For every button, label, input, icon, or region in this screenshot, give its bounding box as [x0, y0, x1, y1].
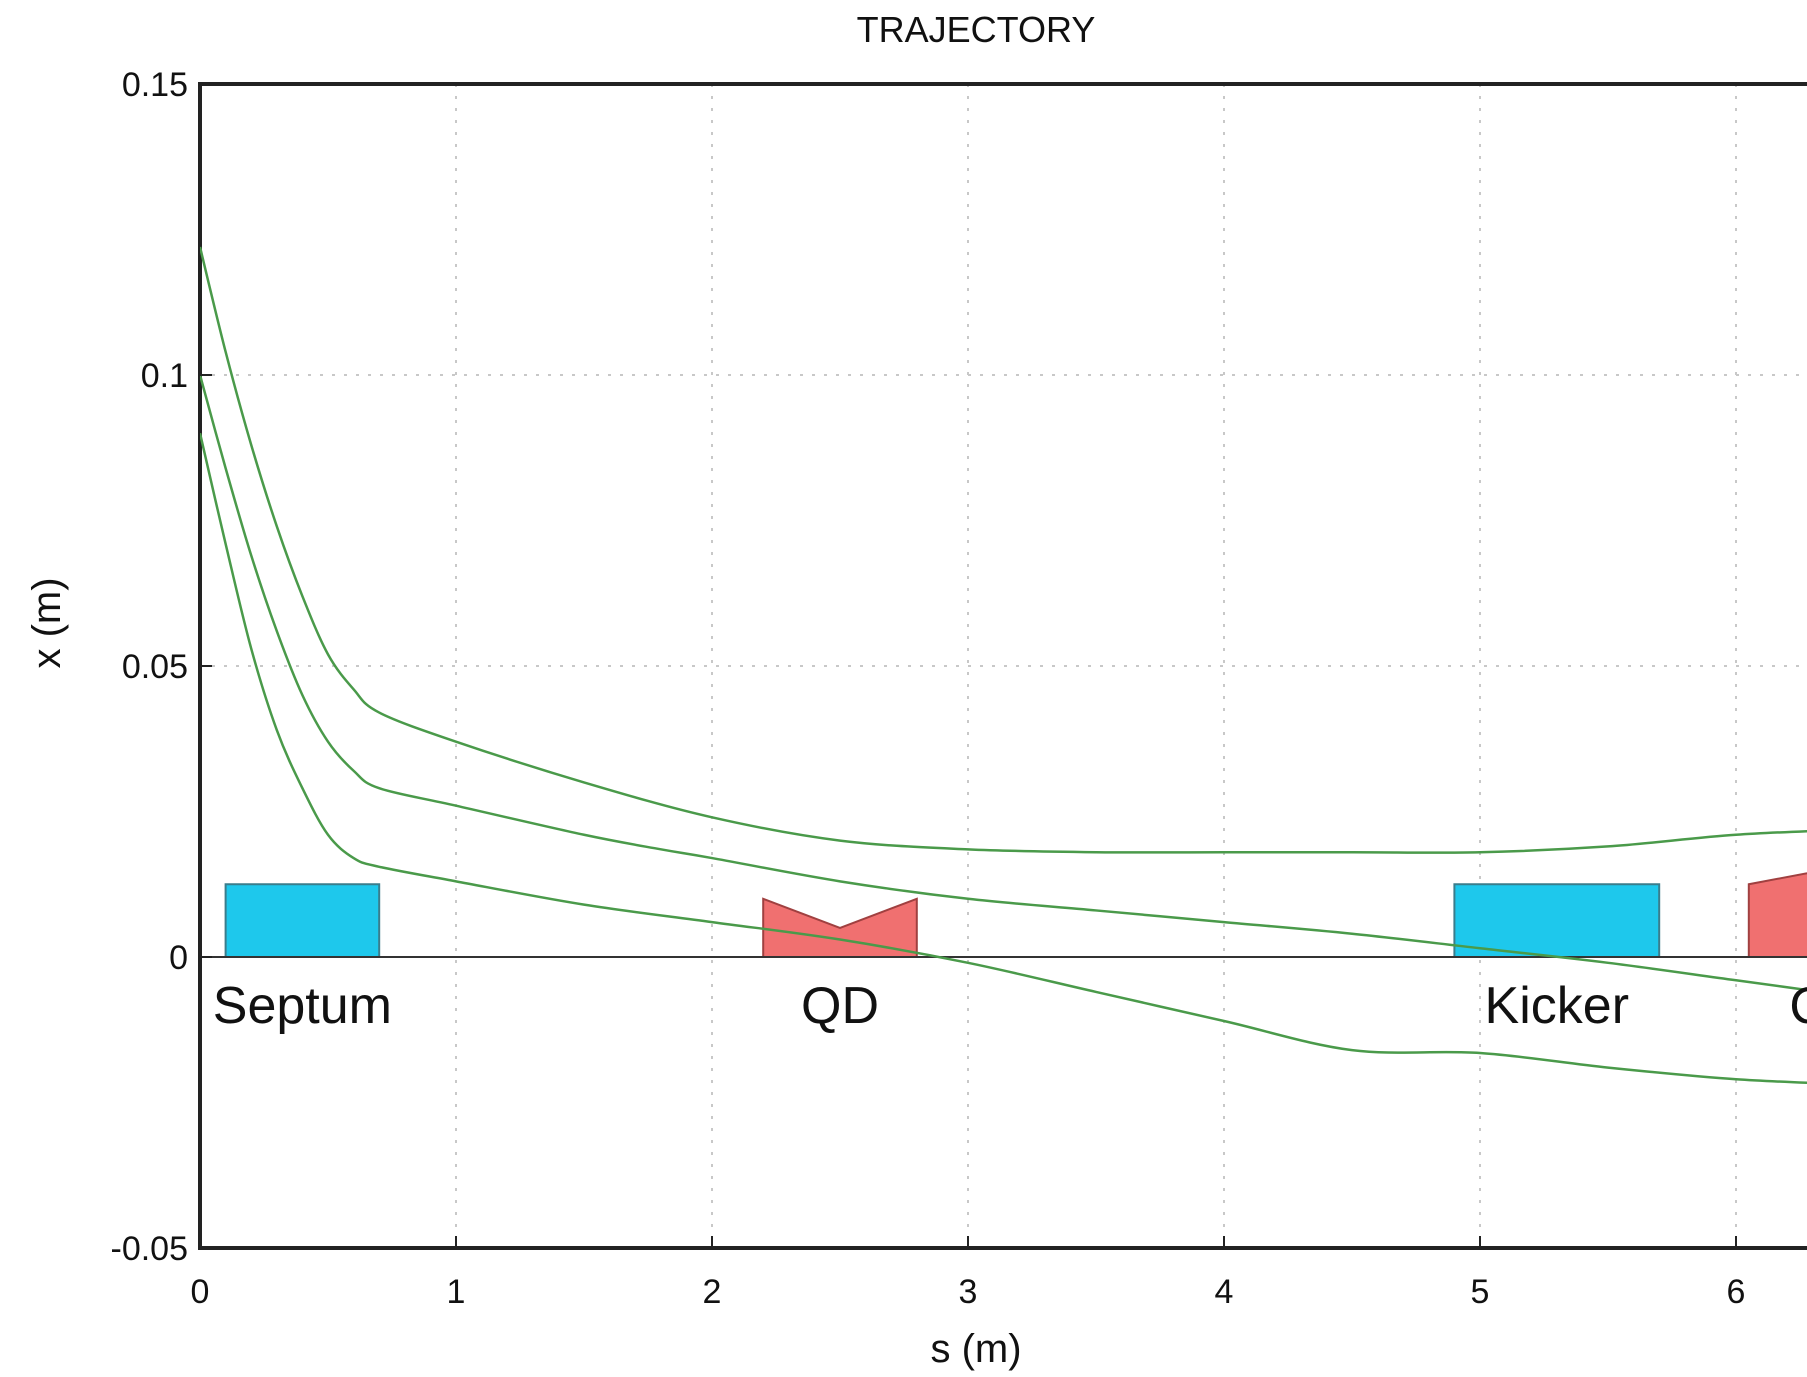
grid [200, 84, 1807, 1248]
element-label-qd: QD [801, 977, 879, 1035]
y-tick-label: -0.05 [111, 1230, 189, 1268]
trajectory-line-3 [200, 432, 1807, 1085]
element-septum [224, 883, 381, 958]
trajectory-lines [200, 246, 1807, 1085]
element-labels: Septum QD Kicker QF [213, 977, 1807, 1035]
x-tick-label: 0 [191, 1273, 210, 1311]
element-label-qf: QF [1789, 977, 1807, 1035]
x-tick-label: 4 [1215, 1273, 1234, 1311]
trajectory-line-2 [200, 374, 1807, 992]
chart-title: TRAJECTORY [857, 9, 1096, 50]
x-tick-label: 3 [959, 1273, 978, 1311]
x-axis-ticks: 0 1 2 3 4 5 6 [191, 1236, 1746, 1311]
x-tick-label: 2 [703, 1273, 722, 1311]
x-tick-label: 6 [1727, 1273, 1746, 1311]
element-label-septum: Septum [213, 977, 392, 1035]
element-qf [1747, 872, 1807, 958]
y-tick-label: 0.15 [122, 66, 188, 104]
y-tick-label: 0.05 [122, 648, 188, 686]
y-tick-label: 0.1 [141, 357, 188, 395]
element-kicker [1453, 883, 1661, 958]
x-axis-title: s (m) [930, 1327, 1021, 1371]
y-axis-ticks: -0.05 0 0.05 0.1 0.15 [111, 66, 212, 1268]
x-tick-label: 1 [447, 1273, 466, 1311]
element-label-kicker: Kicker [1485, 977, 1629, 1035]
x-tick-label: 5 [1471, 1273, 1490, 1311]
y-tick-label: 0 [169, 939, 188, 977]
y-axis-title: x (m) [25, 577, 69, 668]
trajectory-line-1 [200, 246, 1807, 854]
